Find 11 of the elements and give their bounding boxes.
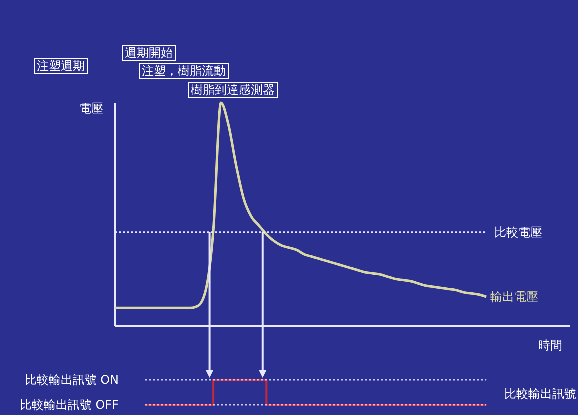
series-label: 比較輸出訊號: [504, 387, 577, 401]
text: 注塑週期: [34, 58, 88, 74]
y-axis-title: 電壓: [80, 102, 104, 116]
text: 週期開始: [122, 45, 176, 61]
ref-line-label: 比較電壓: [494, 225, 543, 240]
text: 注塑，樹脂流動: [139, 63, 229, 79]
text: 樹脂到達感測器: [188, 82, 278, 98]
ref-line-label: 比較輸出訊號 ON: [24, 373, 119, 387]
ref-line-label: 比較輸出訊號 OFF: [20, 398, 120, 412]
x-axis-title: 時間: [538, 338, 562, 352]
series-label: 輸出電壓: [490, 290, 539, 304]
